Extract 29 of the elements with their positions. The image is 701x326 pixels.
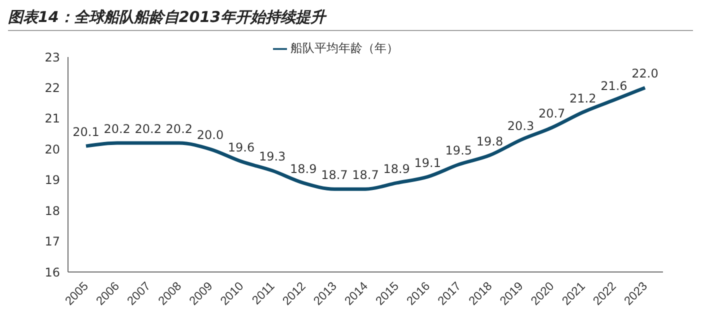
y-tick-label: 22 [44, 80, 60, 95]
text: 19.6 [228, 140, 255, 154]
y-tick-label: 21 [44, 112, 60, 126]
text: 20.3 [507, 118, 534, 133]
text: 18.9 [383, 162, 410, 176]
y-tick-label: 17 [44, 234, 60, 249]
text: 20.2 [134, 122, 162, 136]
text: 19.3 [258, 150, 286, 164]
text: 20.1 [72, 125, 100, 140]
text: 21.2 [570, 91, 596, 106]
chart-title: 图表14：全球船队船龄自2013年开始持续提升 [8, 8, 693, 31]
text: 18.9 [290, 162, 317, 176]
text: 19.5 [445, 144, 472, 158]
legend-label: 船队平均年龄（年） [290, 41, 398, 55]
text: 20.7 [538, 106, 566, 121]
y-tick-label: 18 [44, 204, 60, 218]
y-tick-label: 16 [44, 265, 60, 280]
text: 19.8 [476, 134, 504, 148]
text: 20.2 [166, 122, 193, 136]
text: 18.7 [321, 168, 348, 182]
text: 20.2 [104, 122, 130, 136]
y-tick-label: 23 [44, 50, 60, 64]
text: 20.0 [196, 128, 224, 142]
text: 21.6 [600, 79, 628, 93]
y-tick-label: 19 [44, 173, 60, 188]
text: 22.0 [632, 66, 658, 81]
text: 19.1 [414, 156, 441, 170]
y-tick-label: 20 [44, 142, 60, 156]
text: 18.7 [352, 168, 379, 182]
